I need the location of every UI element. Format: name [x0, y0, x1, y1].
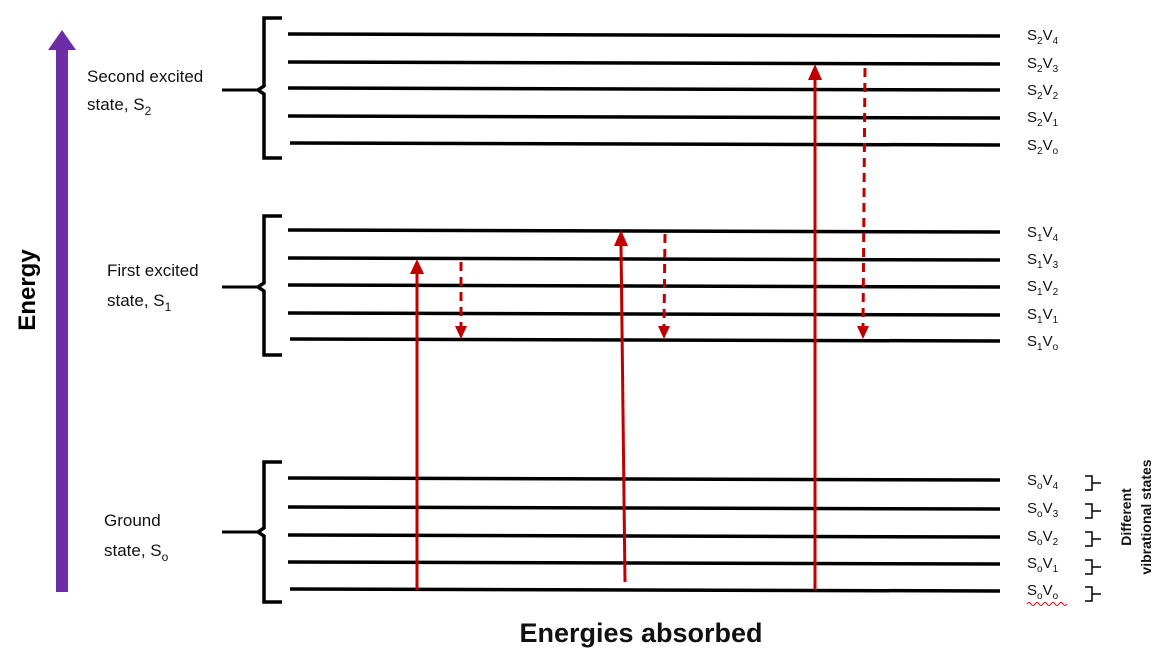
energy-level-line: [287, 256, 1001, 262]
energy-arrow-head: [48, 30, 76, 50]
energy-arrow-shaft: [56, 48, 68, 592]
level-label: S1V4: [1027, 224, 1059, 244]
energy-level-line: [287, 283, 1001, 289]
group-label-line1: First excited: [107, 261, 199, 280]
level-label: S2V1: [1027, 109, 1059, 129]
energy-level-line: [287, 114, 1001, 120]
level-label: SoVo: [1027, 582, 1059, 602]
spellcheck-underline: [1026, 602, 1068, 606]
level-label: SoV2: [1027, 528, 1059, 548]
level-label: SoV3: [1027, 500, 1059, 520]
svg-text:Different: Different: [1118, 488, 1134, 546]
group-label-line1: Second excited: [87, 67, 203, 86]
absorption-arrow: [808, 64, 822, 590]
level-label: S1Vo: [1027, 333, 1059, 353]
energy-axis-label: Energy: [14, 249, 41, 331]
group-bracket: [254, 460, 282, 604]
energy-level-line: [289, 141, 1001, 147]
group-bracket: [254, 16, 282, 160]
level-label: SoV1: [1027, 555, 1059, 575]
vibrational-states-label: Different vibrational states: [1118, 459, 1154, 574]
level-label: SoV4: [1027, 472, 1059, 492]
level-label: S1V1: [1027, 306, 1059, 326]
relaxation-arrow: [857, 67, 869, 339]
level-label: S1V2: [1027, 278, 1059, 298]
energy-level-line: [289, 337, 1001, 343]
group-label-line1: Ground: [104, 511, 161, 530]
energy-level-line: [287, 32, 1001, 38]
group-second-excited: Second excited state, S2 S2V4 S2V3 S2V2 …: [87, 16, 1059, 160]
energy-level-line: [287, 533, 1001, 539]
group-label-line2: state, So: [104, 541, 169, 564]
level-label: S2V4: [1027, 27, 1059, 47]
level-label: S2V2: [1027, 82, 1059, 102]
energy-level-line: [287, 60, 1001, 66]
relaxation-arrow: [658, 233, 670, 339]
group-first-excited: First excited state, S1 S1V4 S1V3 S1V2 S…: [107, 214, 1059, 357]
energy-level-line: [287, 311, 1001, 317]
absorption-arrow: [614, 230, 628, 583]
energy-level-line: [287, 86, 1001, 92]
relaxation-arrow: [455, 262, 467, 339]
svg-text:vibrational states: vibrational states: [1138, 459, 1154, 574]
level-label: S2Vo: [1027, 137, 1059, 157]
energy-level-line: [287, 476, 1001, 482]
group-label-line2: state, S2: [87, 95, 152, 118]
group-label-line2: state, S1: [107, 291, 172, 314]
level-label: S2V3: [1027, 55, 1059, 75]
group-ground: Ground state, So SoV4 SoV3 SoV2 SoV1 SoV…: [104, 460, 1101, 606]
energy-level-line: [289, 587, 1001, 593]
energy-axis-arrow: [48, 30, 76, 592]
absorption-arrow: [410, 259, 424, 590]
level-label: S1V3: [1027, 251, 1059, 271]
vibrational-mini-brackets: [1085, 475, 1101, 602]
absorption-arrows: [410, 64, 822, 590]
energy-level-line: [287, 560, 1001, 566]
energy-level-line: [287, 505, 1001, 511]
bottom-label: Energies absorbed: [519, 618, 762, 648]
group-bracket: [254, 214, 282, 357]
relaxation-arrows: [455, 67, 869, 339]
energy-level-line: [287, 228, 1001, 234]
